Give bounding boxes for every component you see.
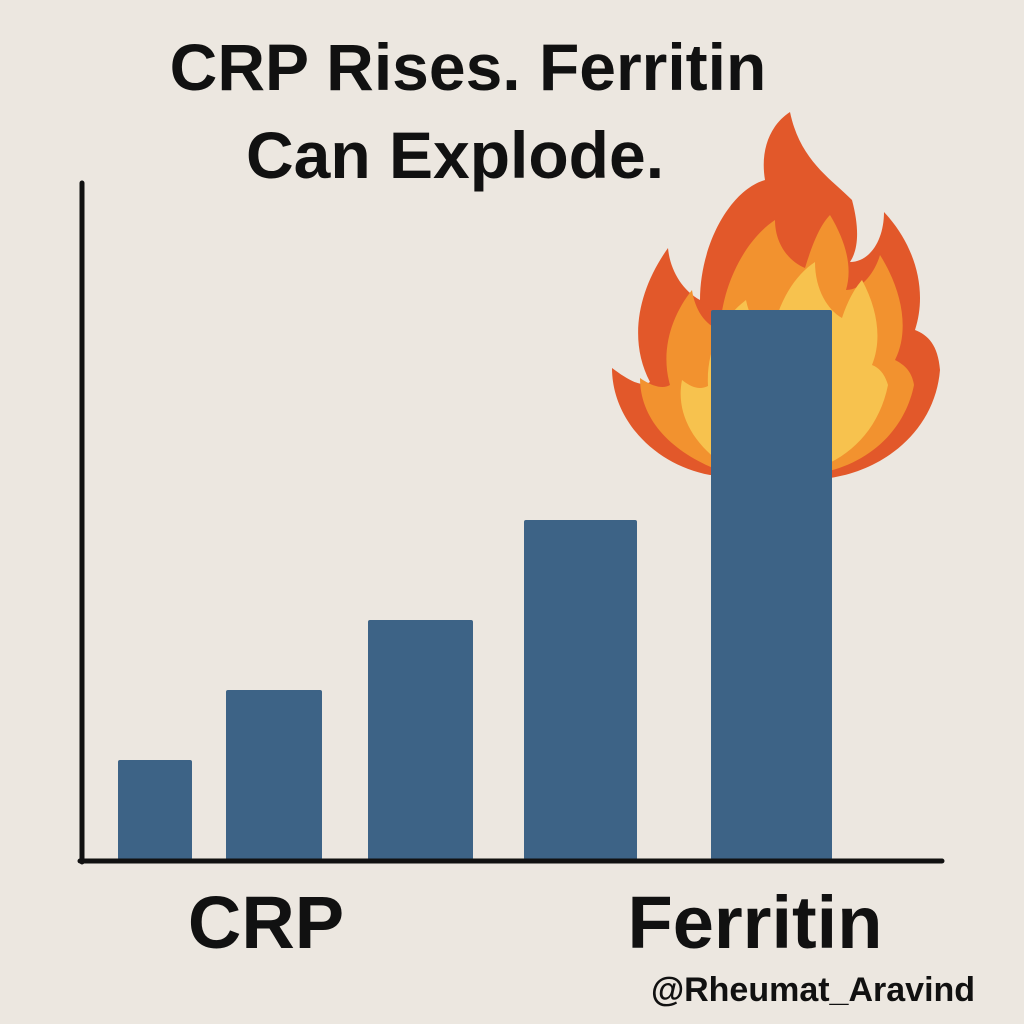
bar-1 bbox=[118, 760, 192, 860]
bars bbox=[118, 310, 832, 860]
bar-2 bbox=[226, 690, 322, 860]
category-label-crp: CRP bbox=[188, 881, 344, 964]
bar-3 bbox=[368, 620, 473, 860]
category-labels: CRP Ferritin bbox=[188, 881, 883, 964]
bar-5 bbox=[711, 310, 832, 860]
title-line-2: Can Explode. bbox=[246, 118, 664, 192]
category-label-ferritin: Ferritin bbox=[628, 881, 883, 964]
author-handle: @Rheumat_Aravind bbox=[651, 971, 975, 1009]
chart-title: CRP Rises. Ferritin Can Explode. bbox=[170, 30, 767, 192]
title-line-1: CRP Rises. Ferritin bbox=[170, 30, 767, 104]
bar-4 bbox=[524, 520, 637, 860]
